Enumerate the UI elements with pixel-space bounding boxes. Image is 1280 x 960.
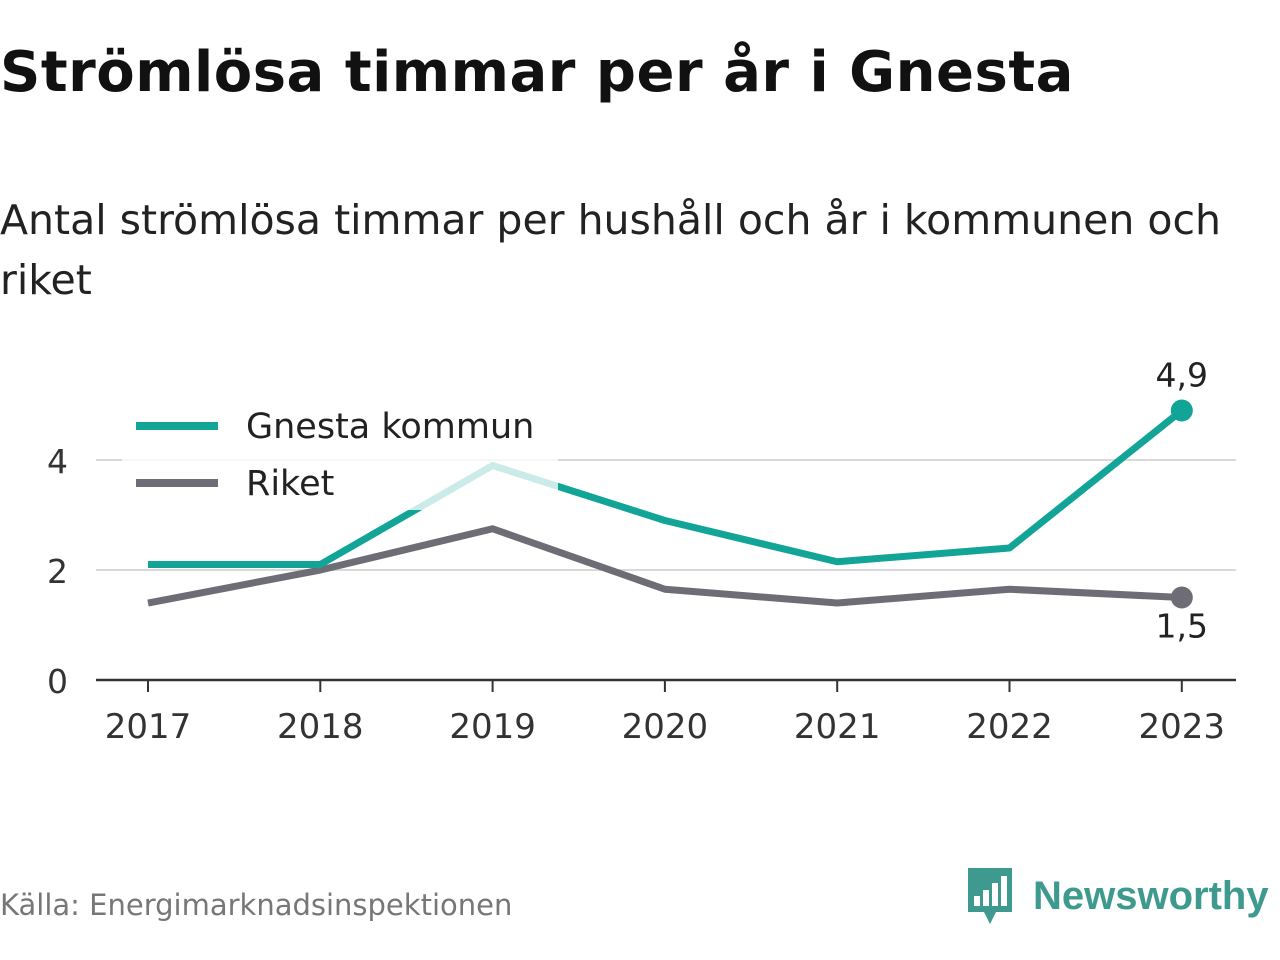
x-tick-label: 2017 <box>105 707 192 747</box>
brand-logo: Newsworthy <box>965 866 1269 926</box>
x-tick-label: 2018 <box>277 707 364 747</box>
end-value-label: 4,9 <box>1156 356 1208 395</box>
bar-chart-speech-bubble-icon <box>968 868 1012 924</box>
chart-subtitle: Antal strömlösa timmar per hushåll och å… <box>0 196 1221 304</box>
y-tick-label: 0 <box>47 662 68 701</box>
end-point-marker <box>1170 399 1193 422</box>
y-tick-label: 4 <box>47 442 68 481</box>
y-tick-label: 2 <box>47 552 68 591</box>
x-tick-label: 2023 <box>1139 707 1226 747</box>
legend-label: Riket <box>246 464 334 504</box>
legend-label: Gnesta kommun <box>246 407 534 447</box>
series-line-gnesta <box>148 407 1184 568</box>
end-value-label: 1,5 <box>1156 607 1208 646</box>
line-chart: 0 2 4 2017 2018 2019 2020 2021 2022 2023 Gnesta ko… <box>47 356 1236 747</box>
x-tick-label: 2021 <box>794 707 881 747</box>
series-line-riket <box>147 525 1182 607</box>
x-tick-label: 2022 <box>966 707 1053 747</box>
x-tick-label: 2020 <box>622 707 709 747</box>
source-note: Källa: Energimarknadsinspektionen <box>0 888 513 922</box>
end-point-marker <box>1170 586 1193 609</box>
chart-title: Strömlösa timmar per år i Gnesta <box>0 40 1074 105</box>
brand-name: Newsworthy <box>1033 873 1269 918</box>
x-tick-label: 2019 <box>449 707 536 747</box>
legend-background <box>122 398 558 510</box>
